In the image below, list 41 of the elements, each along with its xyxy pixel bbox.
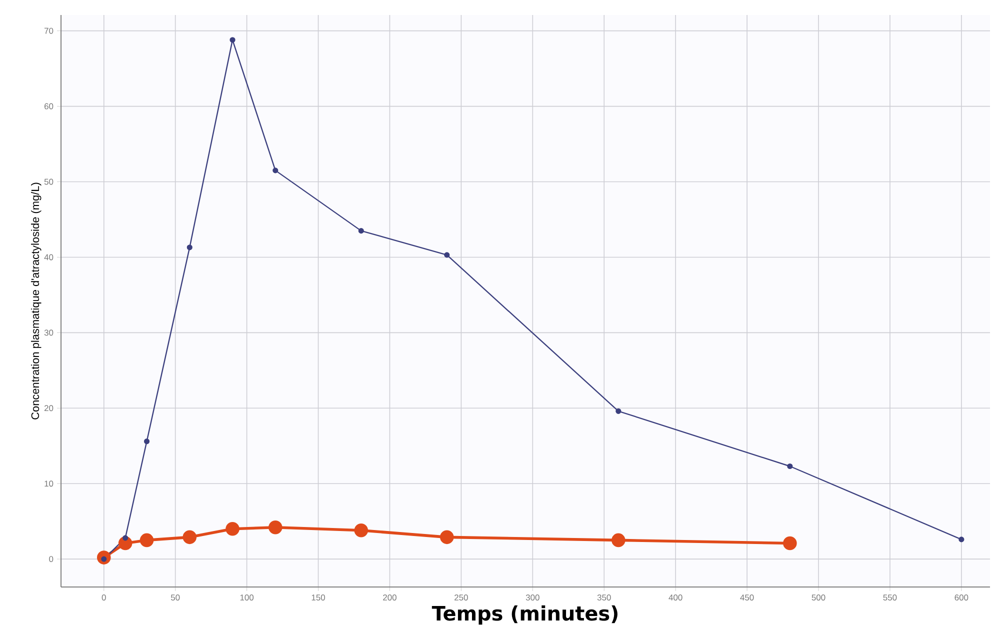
point: [440, 530, 454, 544]
y-axis-title: Concentration plasmatique d'atractyloside (mg/L): [31, 182, 42, 420]
y-tick-label: 60: [44, 103, 54, 110]
point: [783, 536, 797, 550]
y-tick-label: 30: [44, 330, 54, 336]
point: [444, 252, 450, 258]
point: [230, 37, 236, 43]
x-tick-label: 400: [668, 594, 682, 600]
point: [354, 523, 368, 538]
x-tick-label: 50: [170, 594, 180, 600]
point: [958, 536, 964, 542]
point: [144, 438, 150, 444]
x-tick-label: 250: [454, 594, 468, 600]
x-tick-label: 300: [526, 594, 540, 600]
x-tick-label: 600: [954, 594, 968, 600]
x-tick-label: 150: [312, 594, 325, 600]
point: [612, 533, 626, 548]
x-tick-label: 200: [383, 594, 396, 600]
x-tick-label: 500: [812, 594, 826, 600]
y-tick-label: 40: [44, 254, 54, 260]
point: [140, 533, 154, 548]
point: [616, 408, 622, 414]
point: [182, 530, 197, 544]
point: [358, 228, 364, 234]
point: [272, 168, 278, 174]
y-tick-label: 10: [44, 480, 54, 487]
x-tick-label: 100: [240, 594, 254, 600]
x-axis-title: Temps (minutes): [432, 605, 618, 625]
x-tick-label: 350: [597, 594, 611, 600]
point: [226, 522, 240, 536]
point: [787, 463, 793, 470]
x-tick-label: 0: [102, 594, 106, 600]
y-tick-label: 20: [44, 405, 54, 412]
y-tick-label: 50: [44, 178, 54, 185]
point: [268, 520, 282, 534]
y-tick-label: 0: [49, 556, 54, 562]
point: [186, 244, 192, 250]
y-tick-label: 70: [44, 28, 54, 34]
x-tick-label: 550: [883, 594, 897, 600]
point: [122, 535, 128, 541]
x-tick-label: 450: [740, 594, 754, 600]
